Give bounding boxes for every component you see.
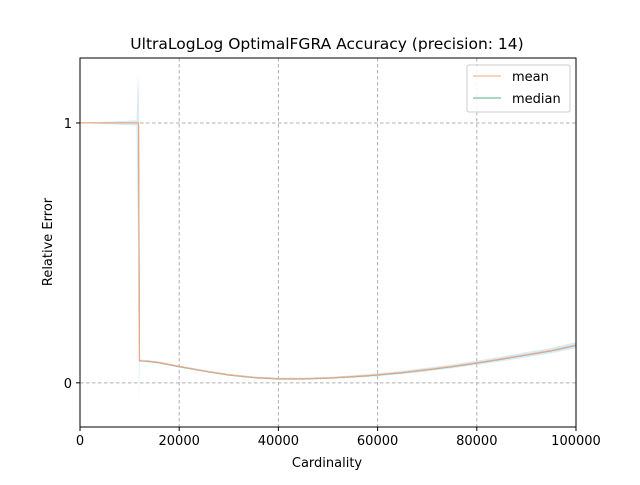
series-line-mean [80, 122, 577, 380]
x-tick-label: 20000 [159, 434, 200, 449]
x-tick-label: 100000 [551, 434, 601, 449]
legend-label-median: median [512, 92, 561, 107]
chart-title: UltraLogLog OptimalFGRA Accuracy (precis… [130, 35, 523, 53]
legend: mean median [466, 64, 571, 113]
x-tick-label: 0 [76, 434, 84, 449]
plot-frame [79, 57, 577, 428]
x-tick-label: 80000 [456, 434, 497, 449]
y-tick-label: 0 [64, 377, 72, 392]
y-tick-label: 1 [64, 117, 72, 132]
x-axis-label: Cardinality [292, 456, 363, 471]
series-layer [80, 122, 577, 380]
legend-box [466, 64, 571, 113]
legend-label-mean: mean [512, 70, 549, 85]
x-tick-label: 60000 [357, 434, 398, 449]
x-tick-label: 40000 [258, 434, 299, 449]
tick-layer: 0 20000 40000 60000 80000 100000 0 1 [64, 117, 601, 449]
y-axis-label: Relative Error [41, 197, 56, 286]
